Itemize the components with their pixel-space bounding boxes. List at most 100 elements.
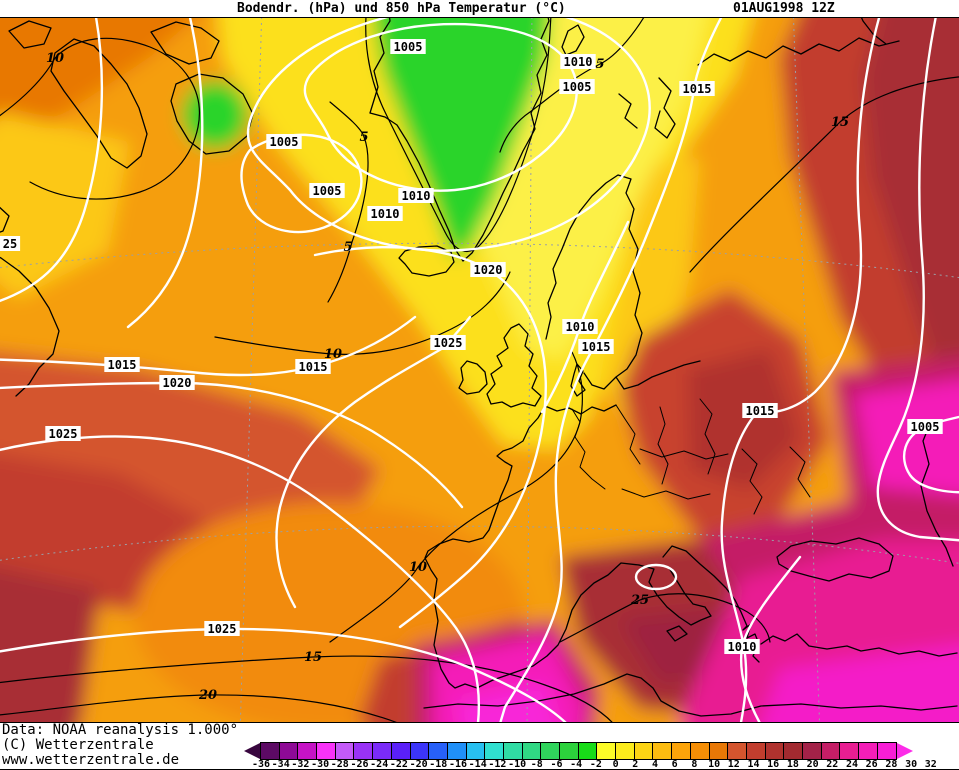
map-title: Bodendr. (hPa) und 850 hPa Temperatur (°…	[237, 1, 566, 16]
colorbar-tick: 28	[885, 759, 898, 770]
colorbar-cell	[859, 743, 878, 759]
colorbar-tick: -28	[330, 759, 349, 770]
colorbar-tick: -20	[409, 759, 428, 770]
colorbar-tick: 10	[708, 759, 721, 770]
isobar-label: 1025	[204, 621, 240, 636]
coast-turkey	[760, 633, 958, 657]
credits: Data: NOAA reanalysis 1.000° (C) Wetterz…	[2, 723, 238, 768]
svg-text:1025: 1025	[434, 336, 463, 350]
colorbar-cell	[354, 743, 374, 759]
colorbar-cell	[373, 743, 392, 759]
colorbar-tick: -34	[271, 759, 290, 770]
colorbar-tick: 14	[747, 759, 760, 770]
isobar-label: 1010	[724, 639, 760, 654]
colorbar-cell	[503, 743, 523, 759]
svg-text:1015: 1015	[299, 360, 328, 374]
colorbar-arrow-left	[244, 743, 260, 759]
isotherm-label: 10	[409, 560, 427, 575]
colorbar-tick: -30	[311, 759, 330, 770]
isobar-label: 1015	[295, 359, 331, 374]
svg-text:25: 25	[3, 237, 17, 251]
colorbar-cell	[728, 743, 747, 759]
coast-black-sea	[776, 537, 894, 582]
svg-text:1025: 1025	[49, 427, 78, 441]
colorbar-tick: 26	[865, 759, 878, 770]
isobar-label: 1015	[679, 81, 715, 96]
svg-text:1010: 1010	[371, 207, 400, 221]
coast-russia-north	[618, 17, 900, 139]
svg-text:1005: 1005	[394, 40, 423, 54]
colorbar-cell	[317, 743, 336, 759]
coast-uk-ireland	[458, 323, 542, 408]
colorbar-cell	[560, 743, 579, 759]
colorbar-tick: -18	[429, 759, 448, 770]
colorbar-cell	[541, 743, 560, 759]
title-bar: Bodendr. (hPa) und 850 hPa Temperatur (°…	[0, 0, 959, 17]
isotherm-label: 5	[359, 130, 368, 145]
isotherm-label: 15	[831, 115, 849, 130]
colorbar-tick: -16	[448, 759, 468, 770]
isobar-label: 1010	[398, 188, 434, 203]
isobar-label: 1025	[430, 335, 466, 350]
colorbar-tick: 2	[632, 759, 639, 770]
isobar-label: 1005	[266, 134, 302, 149]
svg-text:1005: 1005	[270, 135, 299, 149]
colorbar-tick: 6	[671, 759, 678, 770]
svg-text:1015: 1015	[683, 82, 712, 96]
credit-website: www.wetterzentrale.de	[2, 752, 180, 768]
colorbar-cell	[429, 743, 448, 759]
colorbar-tick: 24	[845, 759, 859, 770]
colorbar-cell	[279, 743, 299, 759]
isobar-label: 1005	[390, 39, 426, 54]
colorbar-cell	[821, 743, 841, 759]
colorbar-tick: -14	[468, 759, 487, 770]
isobar-lines	[0, 17, 959, 723]
colorbar-cell	[709, 743, 729, 759]
colorbar-tick: 18	[786, 759, 799, 770]
colorbar-tick: 30	[905, 759, 918, 770]
colorbar-tick: -10	[508, 759, 527, 770]
coast-caspian	[920, 420, 954, 567]
colorbar-tick: -8	[530, 759, 543, 770]
svg-text:1005: 1005	[563, 80, 592, 94]
colorbar-cell	[616, 743, 635, 759]
colorbar-cell	[690, 743, 710, 759]
isobar-label: 1020	[159, 375, 195, 390]
colorbar-cell	[597, 743, 617, 759]
isobar-label: 1010	[560, 54, 596, 69]
isotherm-label: 10	[46, 51, 64, 66]
map-datetime: 01AUG1998 12Z	[733, 1, 835, 16]
colorbar-tick: 32	[924, 759, 937, 770]
coast-scandinavia	[545, 24, 701, 397]
isobar-label: 1015	[104, 357, 140, 372]
colorbar-cell	[447, 743, 467, 759]
isotherm-lines	[0, 17, 959, 723]
colorbar-tick: -4	[570, 759, 583, 770]
colorbar-tick: -36	[251, 759, 271, 770]
isobar-label: 1015	[742, 403, 778, 418]
colorbar-cell	[298, 743, 318, 759]
colorbar-tick: 16	[767, 759, 780, 770]
colorbar-tick: 8	[691, 759, 698, 770]
svg-text:1020: 1020	[163, 376, 192, 390]
colorbar-tick: 4	[651, 759, 659, 770]
isobar-label: 1010	[367, 206, 403, 221]
credit-copyright: (C) Wetterzentrale	[2, 737, 154, 753]
svg-text:1010: 1010	[728, 640, 757, 654]
colorbar-arrow-right	[897, 743, 914, 759]
colorbar	[244, 742, 914, 760]
isotherm-label: 10	[324, 347, 342, 362]
colorbar-tick: -2	[589, 759, 602, 770]
coast-greenland	[369, 17, 550, 262]
colorbar-cell	[672, 743, 691, 759]
isotherm-label: 20	[198, 688, 217, 703]
weather-map-container: 5 5 5 10 10 10 15 15 20 25 1005 1010 1005 1015 1005 10…	[0, 17, 959, 723]
colorbar-cell	[485, 743, 504, 759]
svg-text:1005: 1005	[313, 184, 342, 198]
colorbar-tick: -26	[350, 759, 369, 770]
svg-text:1020: 1020	[474, 263, 503, 277]
svg-text:1015: 1015	[582, 340, 611, 354]
